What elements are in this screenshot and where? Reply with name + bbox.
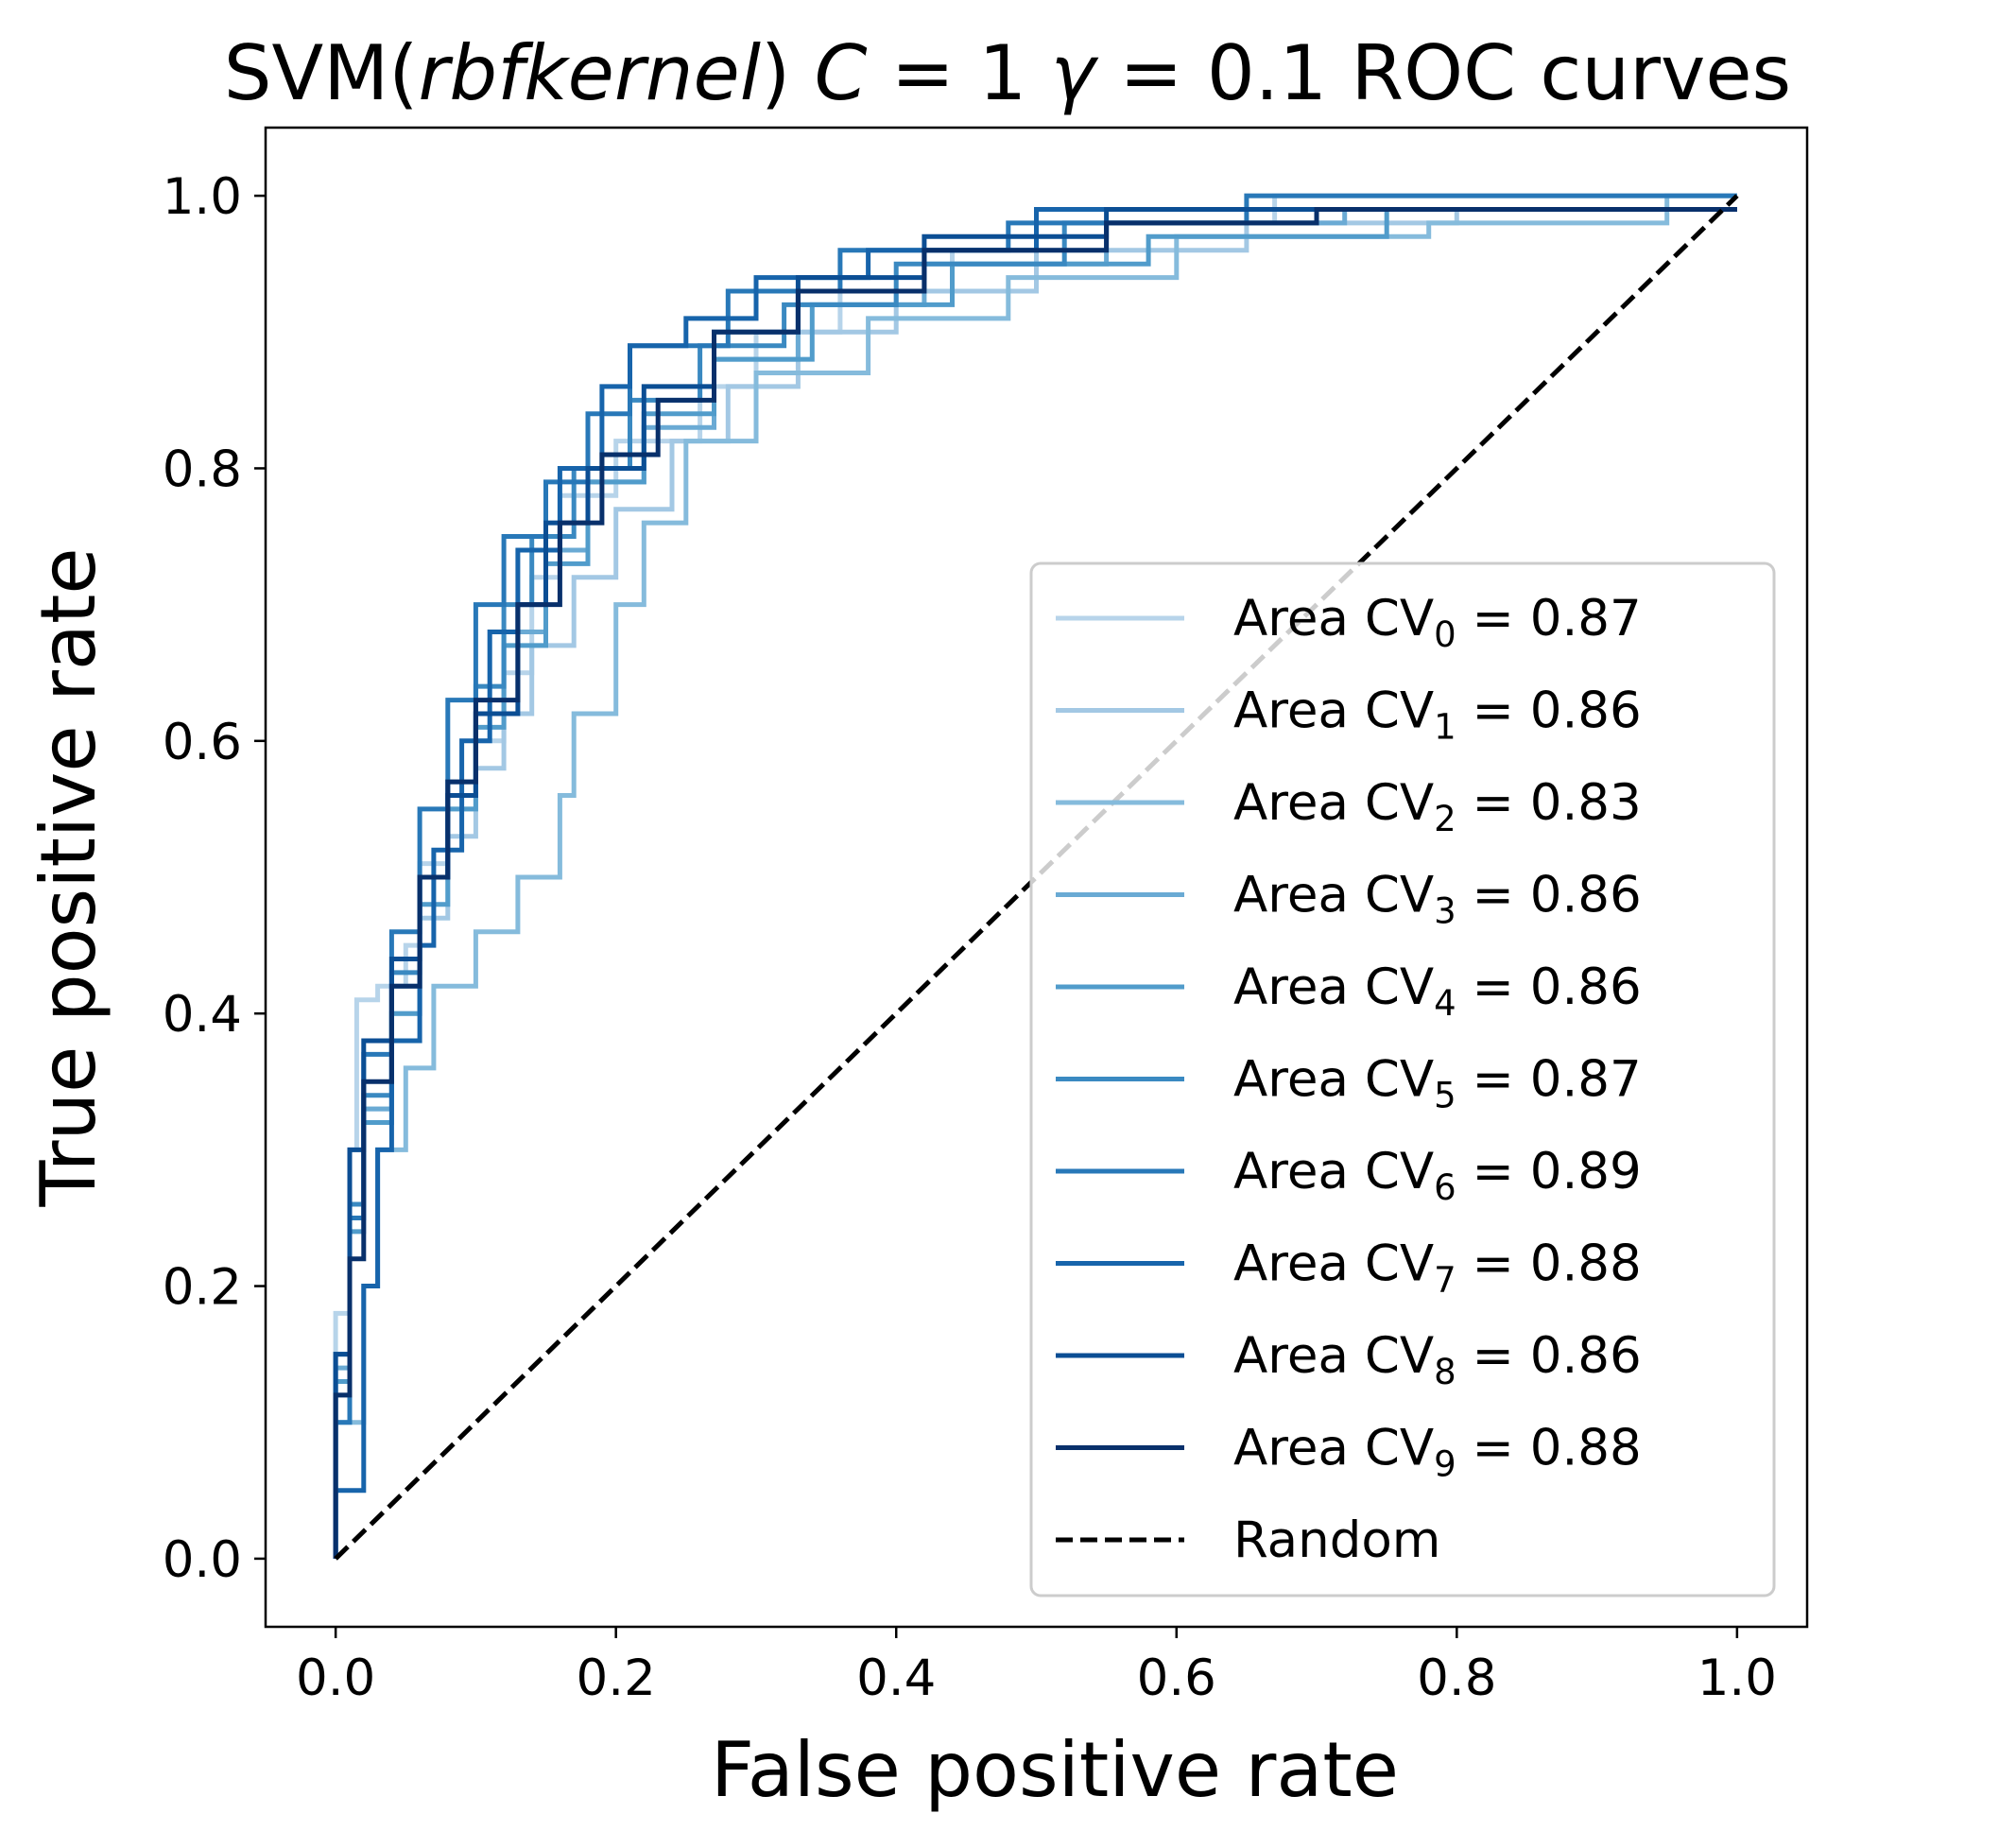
legend-name: Random (1233, 1511, 1440, 1569)
legend-value: = 0.86 (1456, 959, 1642, 1016)
x-tick-label: 1.0 (1697, 1649, 1777, 1707)
legend-value: = 0.87 (1456, 1051, 1642, 1109)
legend-subscript: 8 (1434, 1352, 1456, 1392)
chart-title: SVM(rbfkernel) C = 1 γ = 0.1 ROC curves (224, 29, 1791, 117)
legend-subscript: 5 (1434, 1076, 1456, 1116)
y-tick-label: 0.0 (163, 1531, 242, 1589)
legend-value: = 0.83 (1456, 774, 1642, 832)
legend-entry-label: Area CV5 = 0.87 (1233, 1051, 1642, 1116)
legend-value: = 0.86 (1456, 867, 1642, 924)
legend-subscript: 3 (1434, 891, 1456, 932)
title-prefix: SVM( (224, 29, 419, 117)
legend-name: Area CV (1233, 590, 1434, 648)
legend-entry-label: Area CV8 = 0.86 (1233, 1327, 1642, 1392)
y-tick-label: 0.8 (163, 440, 242, 498)
roc-curve-cv9 (333, 207, 1737, 1559)
x-tick-label: 0.6 (1137, 1649, 1216, 1707)
title-gamma-value: = 0.1 ROC curves (1095, 29, 1791, 117)
legend-name: Area CV (1233, 682, 1434, 740)
legend-entry-label: Area CV9 = 0.88 (1233, 1420, 1642, 1485)
legend-subscript: 9 (1434, 1444, 1456, 1485)
legend-entry-label: Area CV0 = 0.87 (1233, 590, 1642, 655)
legend-subscript: 6 (1434, 1167, 1456, 1208)
legend-name: Area CV (1233, 774, 1434, 832)
x-tick-label: 0.4 (856, 1649, 936, 1707)
legend-name: Area CV (1233, 1327, 1434, 1385)
title-c-value: = 1 (867, 29, 1050, 117)
legend-name: Area CV (1233, 1235, 1434, 1293)
x-tick-label: 0.0 (296, 1649, 375, 1707)
legend-entry-label: Area CV2 = 0.83 (1233, 774, 1642, 839)
legend-name: Area CV (1233, 867, 1434, 924)
y-tick-label: 0.6 (163, 714, 242, 771)
roc-curve-cv4 (333, 207, 1737, 1559)
legend-name: Area CV (1233, 959, 1434, 1016)
legend-subscript: 4 (1434, 983, 1456, 1024)
legend-value: = 0.89 (1456, 1143, 1642, 1200)
x-tick-label: 0.2 (577, 1649, 656, 1707)
legend-entry-label: Area CV3 = 0.86 (1233, 867, 1642, 932)
legend-entry-label: Area CV1 = 0.86 (1233, 682, 1642, 748)
legend-value: = 0.86 (1456, 682, 1642, 740)
y-tick-label: 0.4 (163, 986, 242, 1044)
plot-frame (264, 126, 1809, 1629)
legend-subscript: 2 (1434, 799, 1456, 839)
roc-curves (333, 193, 1739, 1561)
legend-value: = 0.88 (1456, 1235, 1642, 1293)
title-kernel: rbfkernel (419, 29, 761, 117)
y-tick-label: 0.2 (163, 1259, 242, 1317)
axis-ticks: 0.0 0.2 0.4 0.6 0.8 1.0 0.0 0.2 0.4 0.6 0.8 1.0 (163, 168, 1777, 1707)
x-axis-label: False positive rate (711, 1726, 1399, 1814)
y-tick-label: 1.0 (163, 168, 242, 226)
legend-frame (1029, 561, 1776, 1598)
legend-subscript: 7 (1434, 1260, 1456, 1301)
legend-subscript: 1 (1434, 707, 1456, 748)
legend-name: Area CV (1233, 1051, 1434, 1109)
legend-value: = 0.88 (1456, 1420, 1642, 1477)
legend-name: Area CV (1233, 1143, 1434, 1200)
legend-entry-label: Area CV6 = 0.89 (1233, 1143, 1642, 1208)
title-c-symbol: C (815, 29, 868, 117)
roc-curve-cv2 (333, 193, 1737, 1559)
legend-entry-label: Random (1233, 1511, 1440, 1569)
legend-value: = 0.87 (1456, 590, 1642, 648)
legend-subscript: 0 (1434, 614, 1456, 655)
title-mid: ) (761, 29, 815, 117)
y-axis-label: True positive rate (25, 547, 112, 1207)
legend-entry-label: Area CV4 = 0.86 (1233, 959, 1642, 1024)
x-tick-label: 0.8 (1417, 1649, 1496, 1707)
legend-name: Area CV (1233, 1420, 1434, 1477)
title-gamma-symbol: γ (1051, 29, 1099, 117)
legend-entry-label: Area CV7 = 0.88 (1233, 1235, 1642, 1301)
random-diagonal-line (334, 194, 1739, 1561)
legend-value: = 0.86 (1456, 1327, 1642, 1385)
